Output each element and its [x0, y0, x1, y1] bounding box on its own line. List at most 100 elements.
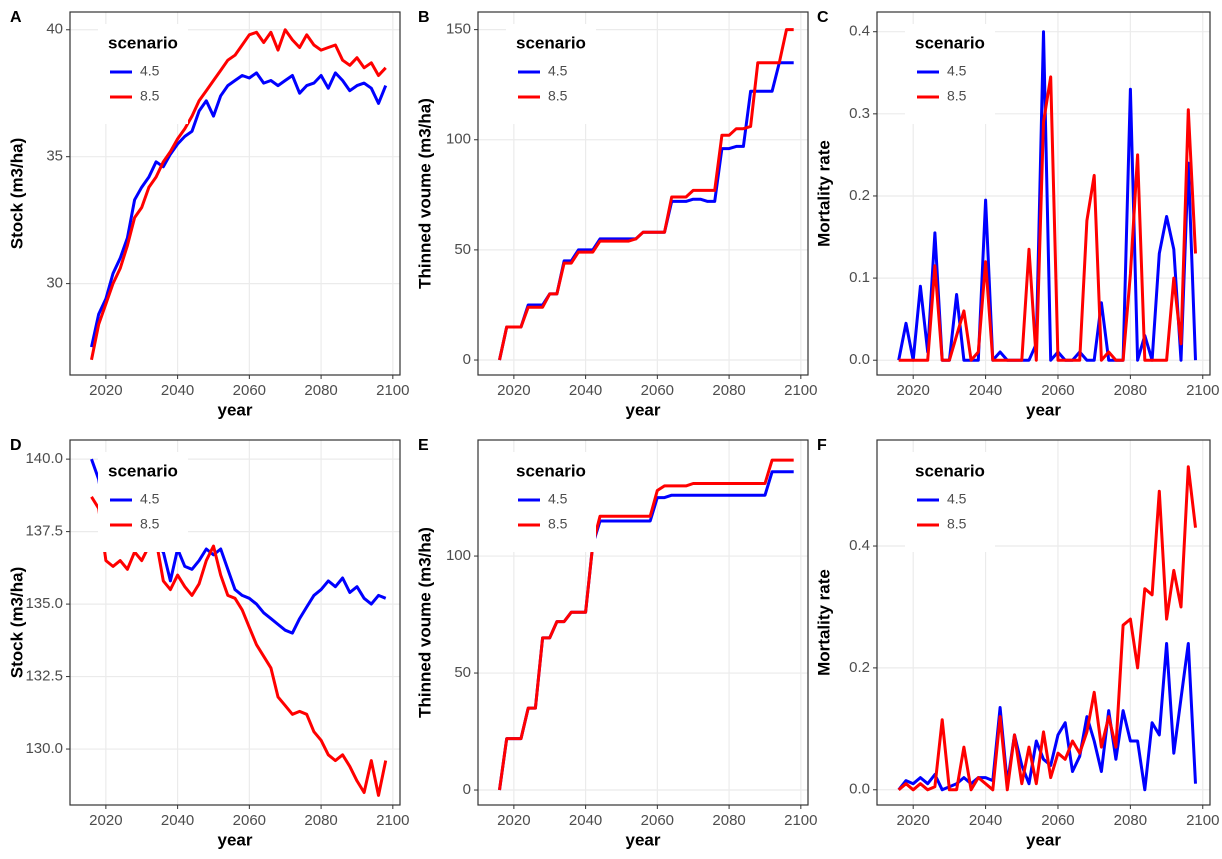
- x-tick-label: 2040: [569, 382, 602, 399]
- legend-title: scenario: [108, 33, 178, 52]
- y-axis-label: Thinned voume (m3/ha): [415, 527, 434, 718]
- legend-label: 8.5: [548, 516, 568, 532]
- legend-label: 8.5: [140, 516, 160, 532]
- y-axis-label: Stock (m3/ha): [7, 567, 26, 678]
- x-axis-label: year: [626, 830, 661, 849]
- legend-label: 4.5: [548, 491, 568, 507]
- y-tick-label: 132.5: [25, 668, 63, 685]
- x-tick-label: 2080: [304, 382, 337, 399]
- y-tick-label: 0.0: [849, 351, 870, 368]
- x-axis-label: year: [1026, 830, 1061, 849]
- y-tick-label: 0.4: [849, 23, 870, 40]
- legend-label: 4.5: [947, 491, 967, 507]
- y-axis-label: Thinned voume (m3/ha): [415, 98, 434, 289]
- x-tick-label: 2060: [233, 812, 266, 829]
- data-line: [498, 458, 794, 791]
- legend-label: 4.5: [947, 63, 967, 79]
- legend-label: 4.5: [140, 491, 160, 507]
- legend-background: [506, 452, 596, 552]
- y-tick-label: 137.5: [25, 523, 63, 540]
- y-tick-label: 30: [46, 275, 63, 292]
- legend-background: [905, 24, 995, 124]
- x-axis-label: year: [218, 830, 253, 849]
- plot-border: [477, 439, 809, 806]
- panel-label: B: [418, 9, 430, 26]
- legend-title: scenario: [516, 461, 586, 480]
- y-tick-label: 50: [454, 664, 471, 681]
- data-line: [90, 496, 388, 797]
- y-tick-label: 0.4: [849, 537, 870, 554]
- y-tick-label: 0: [463, 781, 471, 798]
- legend-label: 8.5: [140, 88, 160, 104]
- legend-label: 8.5: [548, 88, 568, 104]
- x-tick-label: 2080: [712, 812, 745, 829]
- x-tick-label: 2080: [304, 812, 337, 829]
- x-tick-label: 2100: [376, 812, 409, 829]
- legend-background: [98, 24, 188, 124]
- y-tick-label: 150: [446, 21, 471, 38]
- panel-label: A: [10, 9, 22, 26]
- legend-title: scenario: [516, 33, 586, 52]
- y-axis-label: Mortality rate: [814, 140, 833, 247]
- x-tick-label: 2100: [376, 382, 409, 399]
- y-tick-label: 0.2: [849, 659, 870, 676]
- data-line: [897, 465, 1197, 792]
- y-tick-label: 35: [46, 148, 63, 165]
- x-tick-label: 2040: [161, 382, 194, 399]
- y-tick-label: 130.0: [25, 740, 63, 757]
- x-tick-label: 2060: [641, 812, 674, 829]
- x-axis-label: year: [1026, 400, 1061, 419]
- x-axis-label: year: [218, 400, 253, 419]
- x-tick-label: 2060: [641, 382, 674, 399]
- x-tick-label: 2020: [89, 812, 122, 829]
- x-tick-label: 2040: [161, 812, 194, 829]
- x-tick-label: 2080: [1114, 382, 1147, 399]
- y-tick-label: 0.1: [849, 269, 870, 286]
- legend-label: 8.5: [947, 88, 967, 104]
- x-tick-label: 2020: [897, 812, 930, 829]
- legend-title: scenario: [915, 33, 985, 52]
- y-tick-label: 0: [463, 351, 471, 368]
- plot-border: [69, 11, 401, 376]
- x-tick-label: 2060: [1041, 382, 1074, 399]
- y-tick-label: 0.0: [849, 781, 870, 798]
- x-tick-label: 2040: [569, 812, 602, 829]
- x-tick-label: 2040: [969, 812, 1002, 829]
- y-axis-label: Stock (m3/ha): [7, 138, 26, 249]
- data-line: [498, 28, 794, 361]
- y-tick-label: 50: [454, 241, 471, 258]
- x-tick-label: 2020: [897, 382, 930, 399]
- legend-background: [98, 452, 188, 552]
- data-line: [90, 28, 387, 361]
- x-tick-label: 2020: [497, 382, 530, 399]
- x-tick-label: 2100: [1186, 812, 1219, 829]
- x-tick-label: 2100: [784, 382, 817, 399]
- panel-label: D: [10, 437, 22, 454]
- x-tick-label: 2080: [712, 382, 745, 399]
- y-tick-label: 140.0: [25, 450, 63, 467]
- x-tick-label: 2040: [969, 382, 1002, 399]
- data-line: [90, 71, 388, 348]
- x-tick-label: 2020: [497, 812, 530, 829]
- legend-background: [905, 452, 995, 552]
- y-tick-label: 135.0: [25, 595, 63, 612]
- panel-label: E: [418, 437, 429, 454]
- y-tick-label: 100: [446, 547, 471, 564]
- legend-title: scenario: [915, 461, 985, 480]
- y-tick-label: 0.2: [849, 187, 870, 204]
- legend-title: scenario: [108, 461, 178, 480]
- x-axis-label: year: [626, 400, 661, 419]
- plot-border: [477, 11, 809, 376]
- x-tick-label: 2060: [1041, 812, 1074, 829]
- panel-label: F: [817, 437, 827, 454]
- legend-label: 8.5: [947, 516, 967, 532]
- y-tick-label: 40: [46, 21, 63, 38]
- x-tick-label: 2100: [1186, 382, 1219, 399]
- legend-background: [506, 24, 596, 124]
- x-tick-label: 2060: [233, 382, 266, 399]
- data-line: [898, 75, 1197, 362]
- panel-label: C: [817, 9, 829, 26]
- plot-border: [876, 439, 1211, 806]
- x-tick-label: 2080: [1114, 812, 1147, 829]
